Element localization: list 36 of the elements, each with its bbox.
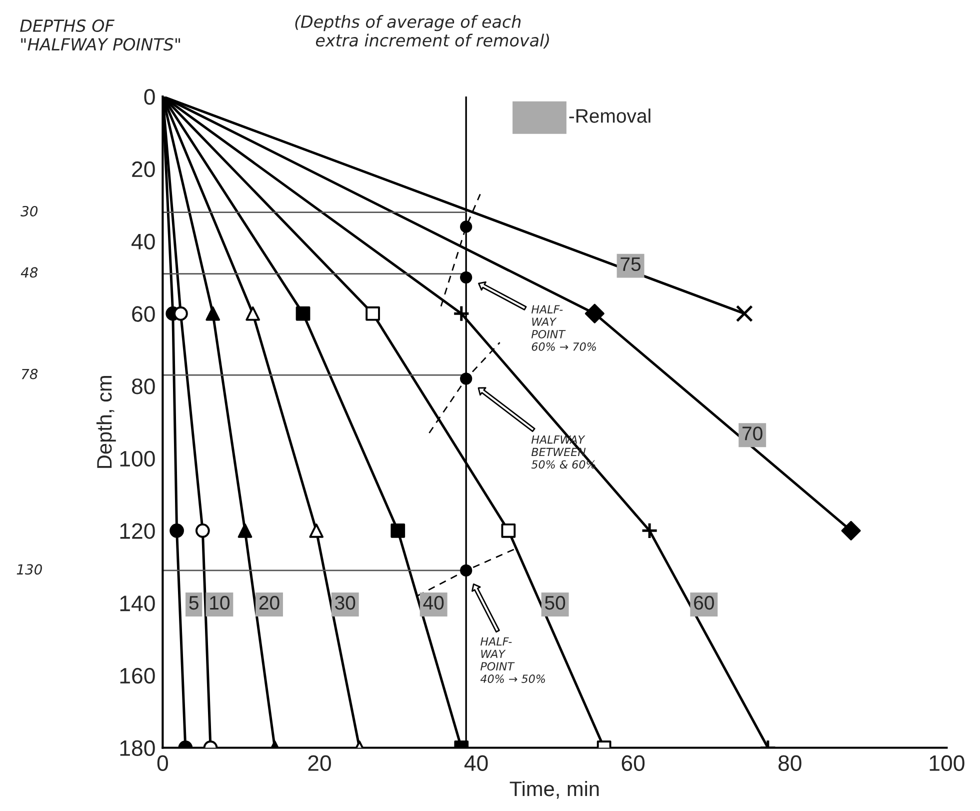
series-label: 50 — [545, 596, 566, 610]
text: 30 — [20, 206, 38, 216]
annotation: HALF- WAY POINT 40% → 50% — [480, 637, 545, 683]
x-tick-label: 40 — [464, 755, 488, 772]
text: (Depths of average of each extra increment of removal) — [295, 15, 549, 49]
y-tick-label: 0 — [144, 89, 155, 105]
y-tick-label: 20 — [132, 161, 155, 178]
text: 130 — [16, 564, 42, 575]
x-axis-title: Time, min — [510, 780, 599, 799]
text: DEPTHS OF "HALFWAY POINTS" — [20, 19, 180, 51]
y-tick-label: 80 — [132, 378, 155, 394]
y-tick-label: 120 — [120, 523, 155, 539]
series-label: 20 — [259, 596, 280, 610]
series-label: 10 — [210, 596, 230, 610]
text: 48 — [20, 267, 38, 278]
series-label: 30 — [335, 596, 356, 610]
text: 78 — [22, 368, 38, 380]
y-tick-label: 180 — [120, 740, 155, 756]
annotation: -Removal — [569, 108, 650, 123]
series-label: 5 — [189, 596, 198, 610]
annotation: HALF- WAY POINT 60% → 70% — [531, 305, 596, 351]
y-axis-title: Depth, cm — [96, 376, 116, 468]
y-tick-label: 100 — [120, 450, 155, 467]
series-label: 75 — [620, 257, 641, 272]
series-label: 40 — [423, 596, 444, 610]
series-label: 60 — [694, 596, 714, 610]
series-label: 70 — [742, 426, 762, 440]
x-tick-label: 20 — [308, 755, 331, 772]
y-tick-label: 60 — [132, 306, 155, 322]
x-tick-label: 100 — [930, 755, 964, 772]
x-tick-label: 60 — [622, 755, 645, 772]
x-tick-label: 80 — [778, 755, 802, 772]
x-tick-label: 0 — [157, 755, 168, 772]
y-tick-label: 40 — [132, 234, 155, 250]
y-tick-label: 160 — [120, 668, 155, 684]
y-tick-label: 140 — [120, 596, 155, 612]
